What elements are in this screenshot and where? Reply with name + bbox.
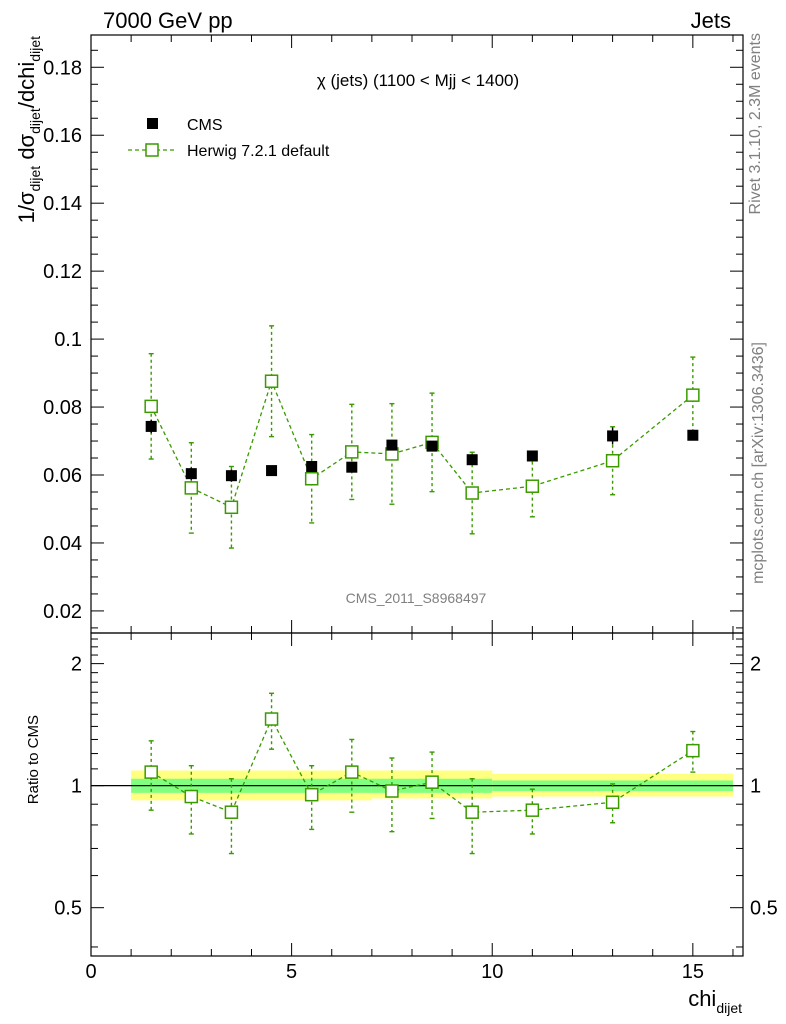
cms-point-4 — [306, 461, 318, 473]
cms-point-3 — [266, 465, 278, 477]
herwig-point-5 — [345, 445, 359, 459]
cms-point-2 — [225, 470, 237, 482]
cms-point-6 — [386, 439, 398, 451]
ratio-herwig-point-8 — [465, 805, 479, 819]
cms-point-7 — [426, 440, 438, 452]
main-y-tick-label-8: 0.18 — [43, 57, 82, 79]
ratio-herwig-point-9 — [525, 803, 540, 817]
ratio-herwig-point-7 — [425, 775, 439, 789]
header-left: 7000 GeV pp — [103, 8, 233, 33]
rivet-label: Rivet 3.1.10, 2.3M events — [747, 33, 764, 214]
ratio-herwig-point-3 — [264, 712, 279, 726]
ratio-herwig-point-10 — [605, 795, 620, 810]
ratio-y-tick-label-right-1: 1 — [750, 776, 761, 798]
ratio-herwig-point-11 — [686, 743, 700, 758]
ratio-herwig-point-4 — [304, 787, 319, 802]
legend-marker-herwig — [145, 143, 159, 157]
herwig-point-9 — [525, 479, 540, 493]
cms-point-9 — [526, 450, 538, 462]
main-y-tick-label-7: 0.16 — [43, 125, 82, 147]
main-plot-title: χ (jets) (1100 < Mjj < 1400) — [317, 71, 519, 90]
cms-point-11 — [687, 429, 699, 441]
legend-marker-cms — [147, 118, 158, 129]
ratio-herwig-point-6 — [385, 784, 399, 798]
cms-point-0 — [145, 420, 157, 432]
main-plot: 0.02 0.04 0.06 0.08 0.1 0.12 0.14 0.16 0.18 — [43, 34, 744, 634]
mcplots-label: mcplots.cern.ch [arXiv:1306.3436] — [750, 342, 767, 584]
ratio-frame — [90, 632, 744, 957]
ratio-y-tick-label-right-0: 0.5 — [750, 898, 778, 920]
header-right: Jets — [691, 8, 731, 33]
ratio-herwig-line — [150, 717, 694, 814]
herwig-point-4 — [304, 471, 319, 486]
main-ylabel: 1/σdijet dσdijet/dchidijet — [14, 36, 43, 224]
x-tick-label-10: 10 — [481, 961, 503, 983]
herwig-point-0 — [144, 399, 158, 414]
herwig-point-2 — [224, 500, 239, 515]
ratio-herwig-point-5 — [345, 765, 359, 779]
ratio-y-tick-label-left-2: 2 — [71, 654, 82, 676]
cms-point-8 — [466, 454, 478, 466]
cms-point-5 — [346, 461, 358, 473]
ratio-ylabel: Ratio to CMS — [25, 715, 42, 804]
legend-label-herwig: Herwig 7.2.1 default — [187, 143, 330, 160]
ratio-plot: 0 5 10 15 0.5 0.5 1 1 2 2 — [54, 632, 778, 983]
main-y-tick-label-1: 0.04 — [43, 533, 82, 555]
herwig-point-8 — [465, 486, 479, 500]
legend: CMS Herwig 7.2.1 default — [128, 117, 330, 160]
ratio-herwig-point-2 — [224, 805, 239, 819]
herwig-point-10 — [605, 453, 620, 468]
main-y-tick-label-6: 0.14 — [43, 193, 82, 215]
ratio-y-tick-label-left-0: 0.5 — [54, 898, 82, 920]
main-y-tick-label-4: 0.1 — [54, 329, 82, 351]
legend-label-cms: CMS — [187, 117, 223, 134]
main-y-tick-label-2: 0.06 — [43, 465, 82, 487]
ratio-y-tick-label-left-1: 1 — [71, 776, 82, 798]
ratio-y-tick-label-right-2: 2 — [750, 654, 761, 676]
herwig-point-11 — [686, 388, 700, 402]
x-tick-label-15: 15 — [682, 961, 704, 983]
ratio-herwig-point-0 — [144, 765, 158, 779]
cms-point-10 — [607, 430, 619, 442]
x-tick-label-0: 0 — [85, 961, 96, 983]
herwig-line — [150, 379, 694, 509]
cms-point-1 — [185, 468, 197, 480]
main-y-tick-label-5: 0.12 — [43, 261, 82, 283]
x-axis-label: chidijet — [688, 986, 742, 1016]
analysis-watermark: CMS_2011_S8968497 — [346, 590, 487, 606]
herwig-point-3 — [264, 374, 279, 388]
main-y-tick-label-3: 0.08 — [43, 397, 82, 419]
ratio-herwig-point-1 — [184, 789, 199, 804]
herwig-point-1 — [184, 481, 199, 495]
x-tick-label-5: 5 — [286, 961, 297, 983]
main-y-tick-label-0: 0.02 — [43, 601, 82, 623]
